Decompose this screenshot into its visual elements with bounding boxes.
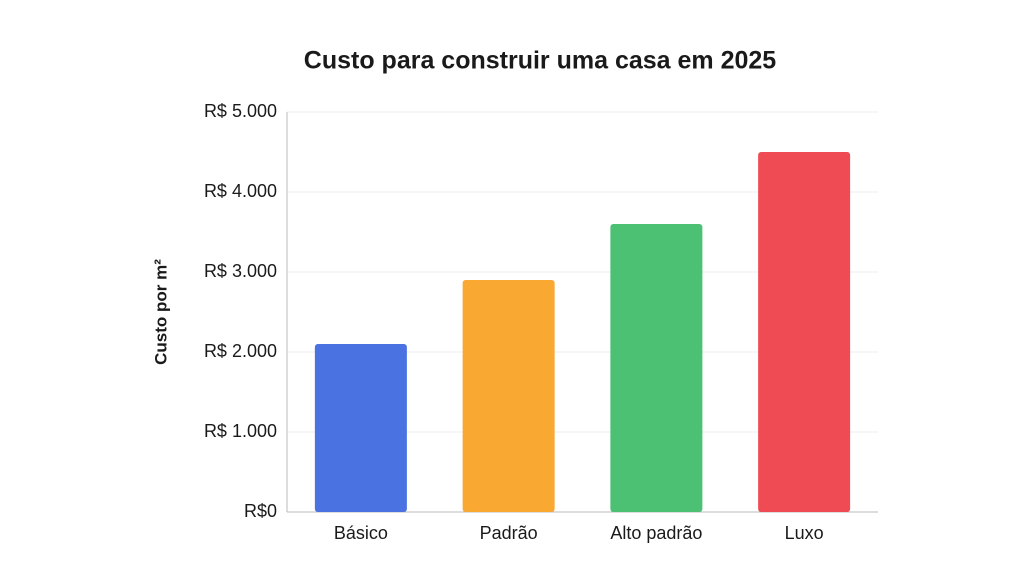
x-tick-label: Básico [334,523,388,543]
bar [462,280,555,512]
y-axis-label: Custo por m² [151,259,170,365]
y-tick-label: R$ 3.000 [204,261,277,281]
chart-title: Custo para construir uma casa em 2025 [304,47,777,75]
y-tick-label: R$ 1.000 [204,421,277,441]
x-tick-label: Alto padrão [610,523,702,543]
y-tick-label: R$ 2.000 [204,341,277,361]
x-tick-label: Padrão [480,523,538,543]
bar [314,344,407,512]
x-tick-label: Luxo [785,523,824,543]
y-tick-label: R$ 5.000 [204,101,277,121]
bar [758,152,851,512]
y-tick-label: R$0 [244,501,277,521]
bar [610,224,703,512]
y-tick-label: R$ 4.000 [204,181,277,201]
